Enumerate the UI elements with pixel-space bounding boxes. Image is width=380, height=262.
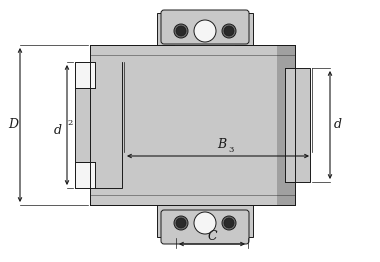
Circle shape [176,218,186,228]
Bar [95,162,122,188]
Circle shape [194,20,216,42]
Circle shape [224,218,234,228]
Bar [75,62,122,188]
Bar [157,13,253,45]
Text: 2: 2 [67,119,72,127]
Circle shape [222,216,236,230]
Bar [285,68,310,182]
Text: D: D [8,118,18,132]
FancyBboxPatch shape [161,10,249,44]
Text: d: d [334,118,342,132]
Bar [175,45,235,53]
Bar [277,45,295,205]
Bar [75,162,95,188]
Bar [157,205,253,237]
Text: B: B [217,138,226,150]
Circle shape [174,24,188,38]
Text: C: C [207,230,217,243]
Circle shape [224,26,234,36]
Text: 3: 3 [228,146,234,154]
Circle shape [194,212,216,234]
Circle shape [174,216,188,230]
Bar [75,62,95,88]
Bar [90,45,295,205]
Circle shape [176,26,186,36]
Circle shape [222,24,236,38]
Bar [90,45,295,205]
FancyBboxPatch shape [161,210,249,244]
Bar [95,62,122,88]
Text: d: d [54,123,62,137]
